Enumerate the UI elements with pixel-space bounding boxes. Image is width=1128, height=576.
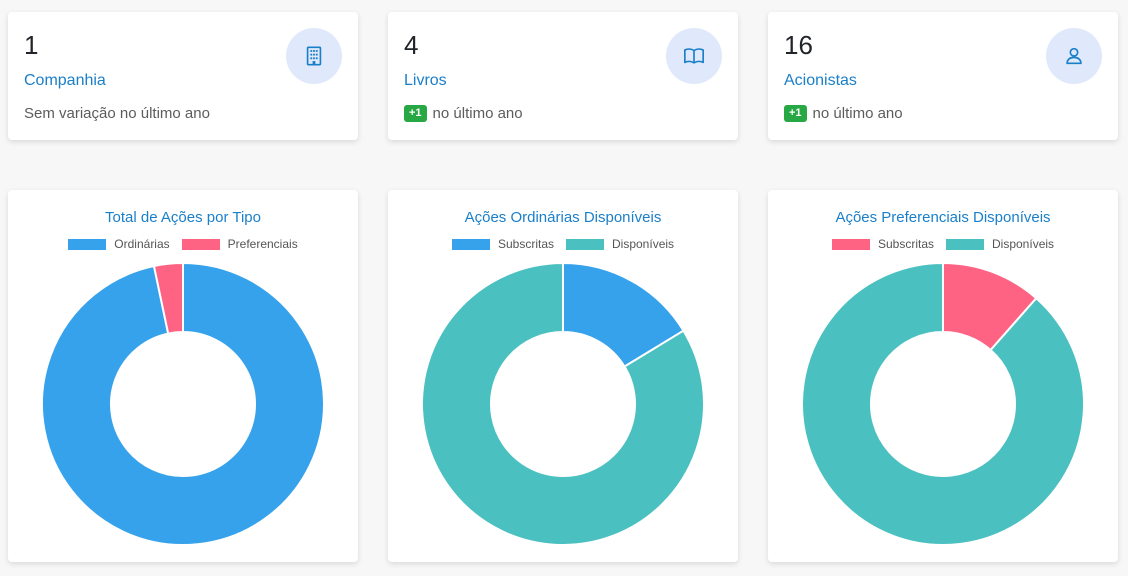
legend-item[interactable]: Ordinárias — [68, 237, 170, 251]
legend-label: Subscritas — [877, 237, 934, 251]
donut-chart — [41, 262, 325, 546]
donut-slice-1[interactable] — [421, 262, 705, 546]
stat-footer-text: Sem variação no último ano — [24, 105, 210, 122]
legend-swatch — [946, 238, 984, 250]
user-icon — [1046, 28, 1102, 84]
stat-link-acionistas[interactable]: Acionistas — [784, 72, 857, 89]
stat-value: 16 — [784, 30, 813, 60]
legend-item[interactable]: Preferenciais — [181, 237, 298, 251]
legend-item[interactable]: Subscritas — [831, 237, 934, 251]
stat-value: 1 — [24, 30, 39, 60]
stat-card-companhia: 1 Companhia Sem variação no último ano — [8, 12, 358, 140]
stat-link-companhia[interactable]: Companhia — [24, 72, 106, 89]
chart-card-preferenciais: Ações Preferenciais Disponíveis Subscrit… — [768, 190, 1118, 562]
legend-label: Preferenciais — [227, 237, 298, 251]
chart-title: Ações Preferenciais Disponíveis — [835, 209, 1051, 226]
stat-footer: +1 no último ano — [784, 105, 903, 122]
legend-label: Ordinárias — [114, 237, 170, 251]
chart-card-total-acoes: Total de Ações por Tipo Ordinárias Prefe… — [8, 190, 358, 562]
legend-label: Subscritas — [497, 237, 554, 251]
donut-slice-1[interactable] — [152, 262, 184, 335]
delta-badge: +1 — [784, 105, 807, 122]
donut-slice-1[interactable] — [801, 262, 1085, 546]
book-icon — [666, 28, 722, 84]
stat-value: 4 — [404, 30, 419, 60]
legend-swatch — [831, 238, 870, 250]
stat-link-livros[interactable]: Livros — [404, 72, 447, 89]
chart-legend: Ordinárias Preferenciais — [8, 237, 358, 251]
stat-footer: Sem variação no último ano — [24, 105, 210, 122]
stat-card-livros: 4 Livros +1 no último ano — [388, 12, 738, 140]
legend-label: Disponíveis — [612, 237, 675, 251]
chart-title: Total de Ações por Tipo — [105, 209, 261, 226]
chart-legend: Subscritas Disponíveis — [388, 237, 738, 251]
chart-legend: Subscritas Disponíveis — [768, 237, 1118, 251]
building-icon — [286, 28, 342, 84]
donut-slice-0[interactable] — [41, 262, 325, 546]
legend-label: Disponíveis — [992, 237, 1055, 251]
stat-card-acionistas: 16 Acionistas +1 no último ano — [768, 12, 1118, 140]
chart-card-ordinarias: Ações Ordinárias Disponíveis Subscritas … — [388, 190, 738, 562]
legend-item[interactable]: Subscritas — [451, 237, 554, 251]
legend-swatch — [451, 238, 490, 250]
donut-chart — [801, 262, 1085, 546]
delta-badge: +1 — [404, 105, 427, 122]
stat-footer-text: no último ano — [812, 105, 903, 122]
legend-item[interactable]: Disponíveis — [946, 237, 1054, 251]
legend-swatch — [68, 238, 107, 250]
legend-item[interactable]: Disponíveis — [566, 237, 674, 251]
donut-chart — [421, 262, 705, 546]
stat-footer-text: no último ano — [432, 105, 523, 122]
legend-swatch — [181, 238, 220, 250]
chart-title: Ações Ordinárias Disponíveis — [464, 209, 662, 226]
stat-footer: +1 no último ano — [404, 105, 523, 122]
legend-swatch — [566, 238, 604, 250]
